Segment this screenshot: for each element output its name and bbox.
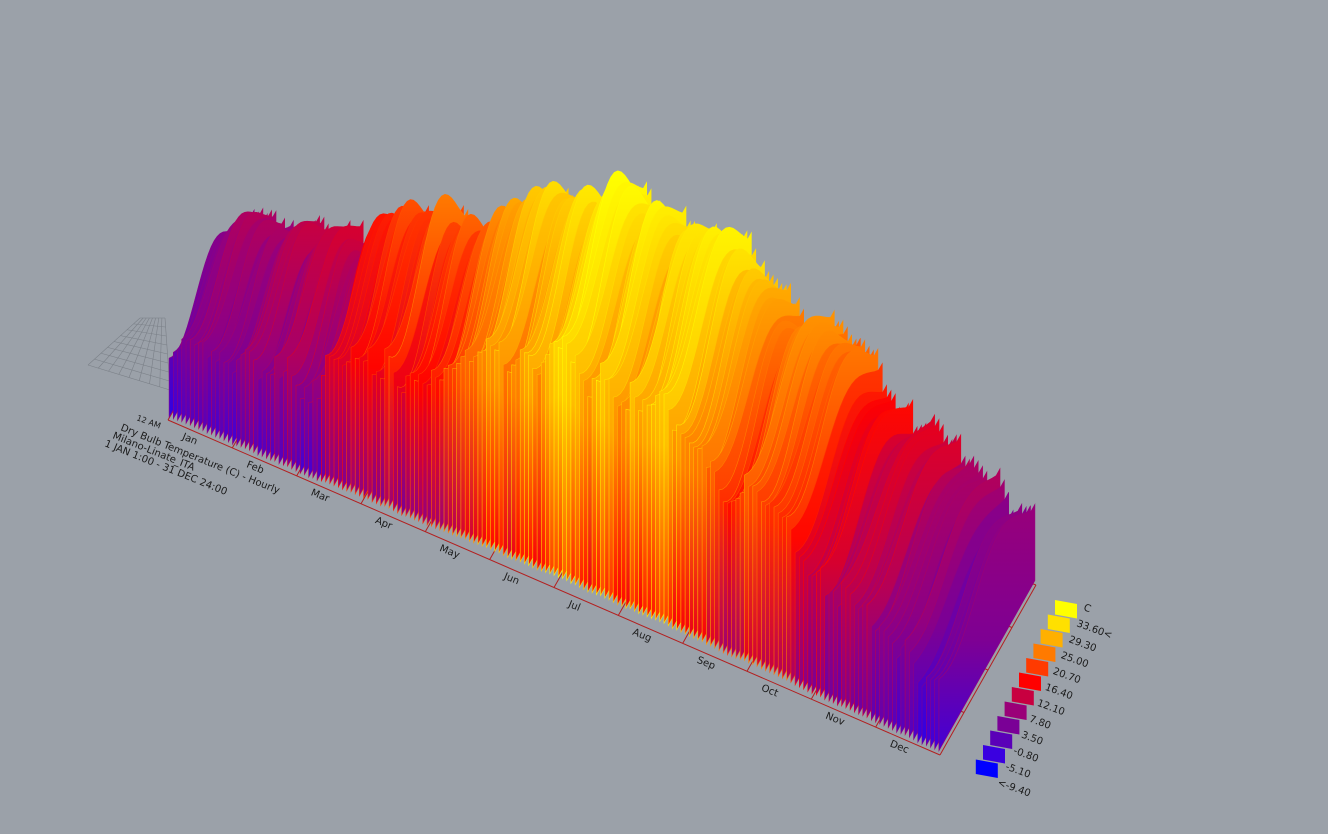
legend-label: 29.30 — [1067, 634, 1098, 654]
month-label: Jun — [501, 571, 521, 587]
legend-label: 20.70 — [1051, 666, 1082, 686]
legend-swatch — [1040, 629, 1063, 648]
month-label: Jan — [180, 431, 199, 447]
temperature-surface — [168, 170, 1036, 752]
month-label: Jul — [566, 599, 582, 614]
legend-label: -0.80 — [1012, 746, 1040, 765]
grid-line-hour — [167, 419, 941, 756]
month-label: Oct — [759, 683, 779, 700]
legend-label: 7.80 — [1028, 714, 1053, 732]
legend-swatch — [1026, 658, 1049, 677]
day-ribbon — [938, 503, 1036, 752]
legend-swatch — [997, 716, 1020, 735]
legend-swatch — [1055, 600, 1077, 619]
legend-label: 25.00 — [1059, 650, 1090, 670]
reference-grid-line — [149, 317, 160, 384]
legend-swatch — [990, 730, 1013, 749]
legend-label: 3.50 — [1020, 730, 1045, 748]
legend-swatch — [983, 745, 1005, 764]
legend-label: -5.10 — [1004, 762, 1032, 781]
legend-swatch — [1033, 643, 1056, 662]
reference-grid-line — [126, 329, 167, 337]
legend-unit: C — [1082, 602, 1092, 615]
legend-label: <-9.40 — [996, 777, 1032, 799]
legend-swatch — [1019, 672, 1041, 691]
month-label: Dec — [888, 739, 910, 756]
month-label: Sep — [695, 655, 717, 672]
month-label: Nov — [824, 711, 846, 729]
reference-grid-line — [120, 335, 167, 346]
reference-grid-line — [159, 317, 163, 387]
reference-grid-line — [138, 317, 156, 381]
legend-label: 16.40 — [1043, 682, 1074, 702]
legend-swatch — [1047, 614, 1070, 633]
month-label: Aug — [631, 627, 653, 645]
reference-grid-line — [133, 323, 166, 328]
legend-swatch — [1011, 687, 1034, 706]
month-label: Apr — [373, 515, 394, 532]
hour-axis-label: 12 AM — [135, 413, 162, 430]
legend-swatch — [975, 759, 998, 778]
legend-label: 12.10 — [1035, 698, 1066, 718]
legend-swatch — [1004, 701, 1027, 720]
month-label: Mar — [309, 487, 331, 505]
reference-grid-line — [128, 317, 153, 378]
